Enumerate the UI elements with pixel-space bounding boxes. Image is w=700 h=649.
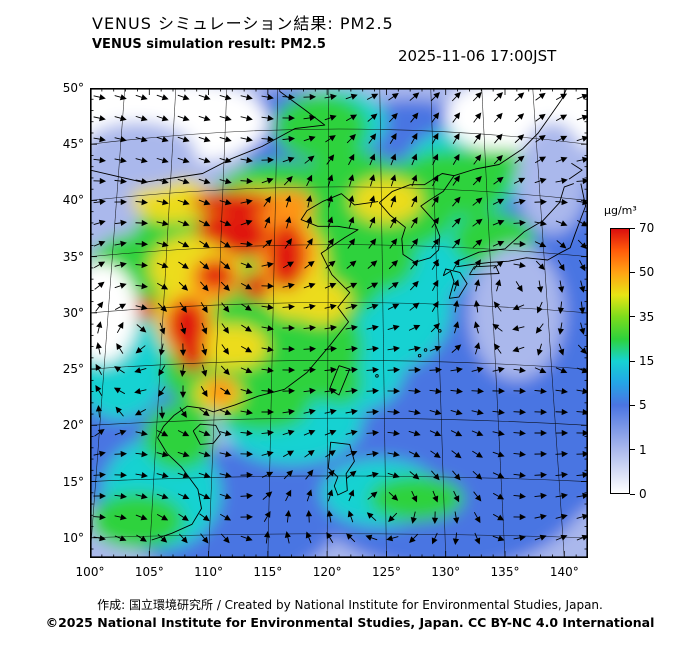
lon-tick-label: 135° [490, 565, 520, 579]
colorbar-tick-label: 0 [639, 487, 647, 501]
timestamp-label: 2025-11-06 17:00JST [398, 47, 557, 65]
coastline-layer [90, 88, 587, 541]
colorbar-tick-mark [630, 449, 635, 451]
lon-tick-label: 120° [312, 565, 342, 579]
lat-tick-label: 35° [62, 249, 84, 264]
title-japanese: VENUS シミュレーション結果: PM2.5 [92, 14, 394, 33]
lon-tick-label: 110° [194, 565, 224, 579]
colorbar [610, 228, 630, 494]
lat-tick-label: 10° [62, 530, 84, 545]
colorbar-unit-label: µg/m³ [604, 204, 637, 217]
title-english: VENUS simulation result: PM2.5 [92, 37, 326, 52]
lat-tick-label: 40° [62, 193, 84, 208]
lon-tick-label: 130° [431, 565, 461, 579]
footer-credit: 作成: 国立環境研究所 / Created by National Instit… [97, 598, 603, 612]
lon-tick-label: 115° [253, 565, 283, 579]
colorbar-tick-label: 1 [639, 442, 647, 457]
colorbar-tick-mark [630, 360, 635, 362]
graticule-layer [90, 88, 588, 558]
lat-tick-label: 45° [62, 137, 84, 152]
axis-tick-marks [90, 88, 588, 558]
colorbar-tick-label: 35 [639, 309, 655, 324]
colorbar-tick-label: 50 [639, 265, 655, 280]
pm25-concentration-map [90, 88, 588, 558]
lon-tick-label: 105° [134, 565, 164, 579]
footer-license: ©2025 National Institute for Environment… [45, 615, 655, 630]
lat-tick-label: 30° [62, 305, 84, 320]
colorbar-tick-label: 5 [639, 398, 647, 413]
colorbar-tick-label: 15 [639, 354, 655, 368]
colorbar-tick-mark [630, 316, 635, 318]
wind-arrow-layer [93, 91, 588, 545]
colorbar-tick-label: 70 [639, 221, 655, 235]
colorbar-tick-mark [630, 271, 635, 273]
colorbar-tick-mark [630, 404, 635, 406]
colorbar-tick-mark [630, 227, 635, 229]
lat-tick-label: 20° [62, 418, 84, 433]
lat-tick-label: 50° [62, 81, 84, 95]
lon-tick-label: 140° [549, 565, 579, 579]
lon-tick-label: 125° [371, 565, 401, 579]
colorbar-tick-mark [630, 493, 635, 495]
lat-tick-label: 25° [62, 362, 84, 377]
lon-tick-label: 100° [75, 565, 105, 579]
lat-tick-label: 15° [62, 474, 84, 489]
